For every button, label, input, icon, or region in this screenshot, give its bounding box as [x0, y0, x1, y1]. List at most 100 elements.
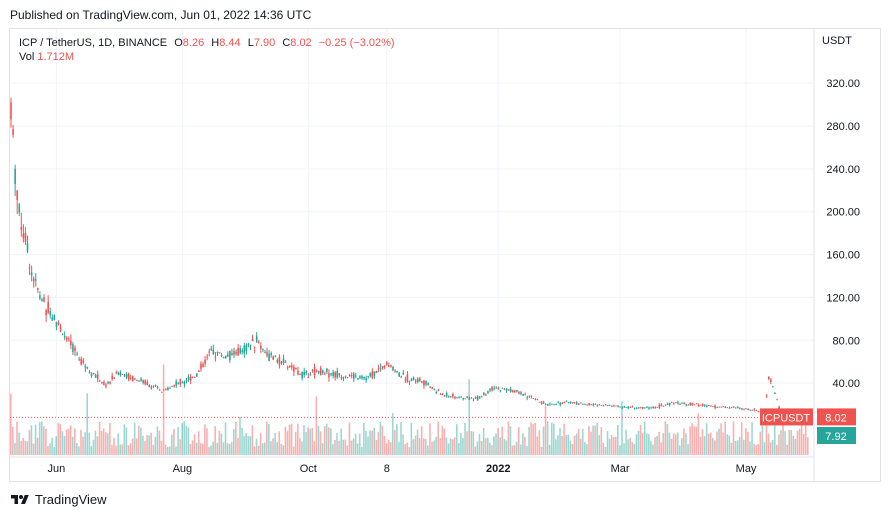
candle-body: [493, 387, 495, 389]
candle-body: [324, 373, 326, 375]
candle-body: [367, 376, 370, 377]
volume-bar: [612, 437, 615, 455]
volume-bar: [621, 401, 623, 455]
candle-body: [408, 381, 411, 383]
volume-bar: [586, 444, 588, 455]
candle-body: [770, 379, 772, 383]
volume-bar: [365, 430, 367, 455]
candle-body: [233, 351, 235, 355]
candle-body: [679, 404, 681, 405]
symbol-name[interactable]: ICP / TetherUS, 1D, BINANCE: [19, 37, 168, 49]
candle-body: [747, 408, 749, 410]
volume-bar: [162, 364, 165, 455]
candle-body: [14, 168, 16, 184]
candle-body: [276, 360, 279, 363]
candle-body: [538, 401, 541, 403]
candle-body: [468, 398, 471, 400]
candle-body: [383, 366, 386, 368]
candle-body: [78, 359, 80, 361]
volume-bar: [807, 437, 809, 455]
candle-body: [286, 367, 289, 368]
candle-body: [447, 396, 450, 398]
volume-bar: [470, 431, 473, 455]
volume-bar: [325, 423, 328, 455]
volume-bar: [482, 428, 485, 455]
candle-body: [767, 376, 770, 379]
volume-bar: [138, 425, 140, 455]
volume-bar: [455, 424, 458, 455]
volume-bar: [199, 443, 202, 455]
candle-body: [563, 401, 566, 403]
candle-body: [260, 345, 262, 349]
volume-bar: [396, 424, 398, 455]
volume-bar: [214, 426, 217, 455]
candle-body: [154, 385, 157, 387]
volume-bar: [284, 426, 287, 455]
candle-body: [200, 363, 202, 369]
volume-bar: [286, 431, 289, 455]
volume-bar: [90, 446, 93, 455]
volume-bar: [84, 432, 86, 455]
volume-bar: [433, 440, 435, 455]
volume-bar: [697, 413, 700, 455]
candle-body: [672, 403, 675, 405]
volume-bar: [239, 416, 241, 455]
candle-body: [507, 389, 510, 391]
candle-body: [96, 374, 99, 379]
volume-bar: [22, 437, 24, 455]
volume-bar: [522, 433, 524, 455]
volume-bar: [641, 433, 644, 455]
candle-body: [478, 396, 481, 399]
candle-body: [123, 374, 126, 376]
volume-bar: [375, 439, 378, 455]
candle-body: [307, 376, 310, 378]
volume-bar: [776, 444, 778, 455]
volume-bar: [703, 436, 706, 455]
candle-body: [623, 406, 626, 408]
volume-bar: [80, 429, 82, 455]
volume-bar: [354, 433, 357, 455]
volume-bar: [276, 442, 278, 455]
candle-body: [361, 376, 363, 379]
volume-bar: [389, 441, 392, 455]
volume-bar: [373, 427, 375, 455]
volume-bar: [631, 442, 634, 455]
volume-bar: [402, 434, 404, 455]
volume-bar: [701, 429, 704, 455]
candle-body: [365, 377, 367, 380]
volume-bar: [352, 438, 355, 455]
volume-bar: [536, 436, 539, 455]
candle-body: [55, 322, 58, 327]
volume-bar: [491, 445, 493, 455]
volume-bar: [555, 439, 557, 455]
volume-bar: [478, 433, 481, 455]
candle-body: [571, 402, 574, 404]
candle-body: [107, 382, 109, 384]
candle-body: [204, 359, 206, 364]
candle-body: [732, 406, 735, 408]
candle-body: [464, 398, 467, 400]
volume-bar: [391, 413, 394, 455]
volume-bar: [36, 437, 39, 455]
volume-bar: [724, 421, 727, 455]
volume-bar: [121, 444, 124, 455]
candle-body: [613, 405, 615, 407]
candle-body: [20, 226, 23, 231]
volume-bar: [544, 404, 547, 455]
candle-body: [487, 391, 489, 394]
candle-body: [57, 322, 60, 325]
candle-body: [629, 406, 632, 408]
candle-body: [542, 402, 545, 404]
candle-body: [291, 365, 293, 368]
candle-body: [530, 396, 533, 398]
last-price-tag-bg: [817, 408, 856, 426]
candle-body: [606, 405, 609, 406]
candle-body: [388, 365, 390, 367]
candle-body: [169, 387, 171, 389]
volume-bar: [676, 432, 679, 455]
candle-body: [282, 358, 285, 363]
candle-body: [328, 373, 330, 378]
candle-body: [193, 377, 196, 378]
candle-body: [115, 372, 118, 373]
